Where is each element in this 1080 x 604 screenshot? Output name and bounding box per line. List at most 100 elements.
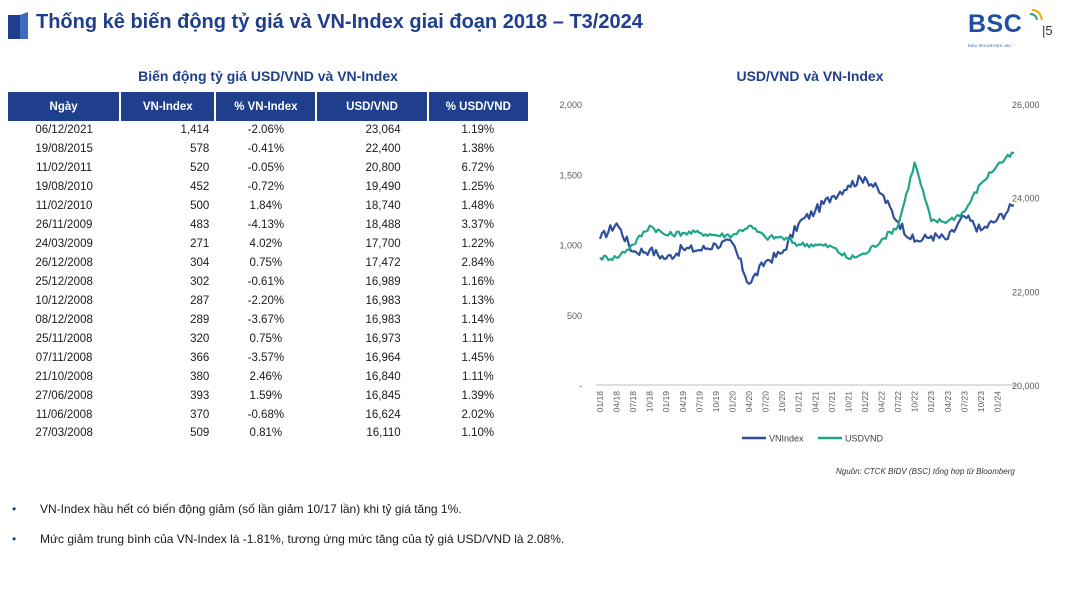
y-right-tick-label: 24,000 [1012, 194, 1040, 204]
table-row: 24/03/2009 271 4.02% 17,700 1.22% [8, 235, 528, 254]
cell-pct-usdvnd: 1.48% [461, 200, 495, 213]
table-row: 10/12/2008 287 -2.20% 16,983 1.13% [8, 291, 528, 310]
table-row: 21/10/2008 380 2.46% 16,840 1.11% [8, 367, 528, 386]
cell-date: 27/03/2008 [35, 427, 93, 440]
cell-pct-vnindex: 0.81% [249, 427, 283, 440]
y-left-tick-label: 1,500 [559, 170, 582, 180]
bullet-text: VN-Index hầu hết có biến động giảm (số l… [40, 502, 462, 516]
cell-vnindex: 370 [190, 408, 210, 421]
x-tick-label: 04/22 [877, 391, 887, 413]
legend-label: USDVND [845, 434, 884, 444]
cell-pct-usdvnd: 1.22% [461, 238, 495, 251]
y-left-tick-label: - [579, 381, 582, 391]
cell-date: 11/02/2011 [36, 162, 93, 175]
y-left-tick-label: 500 [567, 311, 582, 321]
cell-date: 21/10/2008 [35, 370, 93, 383]
cell-pct-vnindex: -0.05% [247, 162, 285, 175]
cell-vnindex: 509 [190, 427, 210, 440]
x-tick-label: 07/18 [628, 391, 638, 413]
cell-pct-vnindex: -3.67% [247, 313, 285, 326]
x-tick-label: 04/23 [943, 391, 953, 413]
cell-date: 10/12/2008 [35, 294, 93, 307]
cell-usdvnd: 16,845 [365, 389, 401, 402]
x-tick-label: 01/20 [727, 391, 737, 413]
y-right-tick-label: 26,000 [1012, 100, 1040, 110]
x-tick-label: 01/21 [794, 391, 804, 413]
table-row: 08/12/2008 289 -3.67% 16,983 1.14% [8, 310, 528, 329]
cell-usdvnd: 16,964 [365, 351, 401, 364]
x-tick-label: 01/23 [926, 391, 936, 413]
col-header-pct-usdvnd: % USD/VND [427, 92, 528, 121]
cell-vnindex: 304 [190, 257, 210, 270]
x-tick-label: 07/20 [761, 391, 771, 413]
cell-vnindex: 302 [190, 275, 210, 288]
cell-pct-vnindex: -4.13% [247, 219, 285, 232]
series-line-vnindex [598, 174, 1015, 285]
cell-date: 11/02/2010 [35, 200, 93, 213]
cell-pct-vnindex: 2.46% [249, 370, 283, 383]
table-row: 19/08/2010 452 -0.72% 19,490 1.25% [8, 178, 528, 197]
y-right-tick-label: 20,000 [1012, 381, 1040, 391]
cell-pct-usdvnd: 1.10% [461, 427, 495, 440]
x-tick-label: 07/19 [694, 391, 704, 413]
logo-subtext: BIDV SECURITIES JSC [968, 43, 1012, 48]
series-line-usdvnd [599, 151, 1015, 262]
cell-pct-vnindex: -0.68% [247, 408, 285, 421]
cell-usdvnd: 17,700 [365, 238, 401, 251]
table-row: 26/11/2009 483 -4.13% 18,488 3.37% [8, 216, 528, 235]
cell-pct-vnindex: -3.57% [247, 351, 285, 364]
cell-usdvnd: 20,800 [365, 162, 401, 175]
cell-vnindex: 500 [190, 200, 210, 213]
cell-pct-vnindex: 0.75% [249, 332, 283, 345]
cell-usdvnd: 16,983 [365, 313, 401, 326]
title-bar-icon [8, 12, 28, 39]
table-title: Biến động tỷ giá USD/VND và VN-Index [138, 68, 398, 84]
cell-vnindex: 289 [190, 313, 210, 326]
table-row: 27/03/2008 509 0.81% 16,110 1.10% [8, 424, 528, 443]
cell-date: 25/12/2008 [35, 275, 93, 288]
x-tick-label: 07/21 [827, 391, 837, 413]
cell-pct-usdvnd: 2.84% [461, 257, 495, 270]
col-header-date: Ngày [8, 92, 122, 121]
cell-usdvnd: 18,740 [365, 200, 401, 213]
x-tick-label: 07/23 [959, 391, 969, 413]
cell-pct-usdvnd: 1.45% [461, 351, 495, 364]
y-left-tick-label: 1,000 [559, 241, 582, 251]
x-tick-label: 10/23 [976, 391, 986, 413]
cell-pct-vnindex: -2.06% [247, 124, 285, 137]
cell-vnindex: 578 [190, 143, 210, 156]
fx-vnindex-table: Ngày VN-Index % VN-Index USD/VND % USD/V… [8, 92, 528, 443]
page-title: Thống kê biến động tỷ giá và VN-Index gi… [36, 11, 643, 33]
x-tick-label: 10/20 [777, 391, 787, 413]
table-row: 06/12/2021 1,414 -2.06% 23,064 1.19% [8, 121, 528, 140]
x-tick-label: 01/18 [595, 391, 605, 413]
cell-vnindex: 287 [190, 294, 210, 307]
cell-vnindex: 320 [190, 332, 210, 345]
cell-pct-usdvnd: 1.14% [461, 313, 495, 326]
y-right-tick-label: 22,000 [1012, 287, 1040, 297]
cell-pct-vnindex: 4.02% [249, 238, 283, 251]
table-row: 11/02/2010 500 1.84% 18,740 1.48% [8, 197, 528, 216]
cell-date: 06/12/2021 [35, 124, 93, 137]
cell-pct-usdvnd: 3.37% [461, 219, 495, 232]
cell-pct-usdvnd: 6.72% [461, 162, 495, 175]
cell-usdvnd: 19,490 [365, 181, 401, 194]
y-left-tick-label: 2,000 [559, 100, 582, 110]
cell-usdvnd: 17,472 [365, 257, 401, 270]
cell-pct-vnindex: -2.20% [247, 294, 285, 307]
col-header-usdvnd: USD/VND [316, 92, 429, 121]
table-row: 25/11/2008 320 0.75% 16,973 1.11% [8, 329, 528, 348]
cell-vnindex: 520 [190, 162, 210, 175]
bullet-dot: • [12, 502, 17, 516]
cell-vnindex: 452 [190, 181, 210, 194]
cell-vnindex: 380 [190, 370, 210, 383]
cell-usdvnd: 16,840 [365, 370, 401, 383]
col-header-pct-vnindex: % VN-Index [215, 92, 318, 121]
cell-vnindex: 1,414 [180, 124, 210, 137]
chart-title: USD/VND và VN-Index [736, 68, 884, 84]
cell-date: 08/12/2008 [35, 313, 93, 326]
logo-text: BSC [968, 10, 1023, 38]
cell-pct-usdvnd: 1.19% [461, 124, 495, 137]
table-row: 11/06/2008 370 -0.68% 16,624 2.02% [8, 405, 528, 424]
cell-pct-vnindex: 1.84% [249, 200, 283, 213]
